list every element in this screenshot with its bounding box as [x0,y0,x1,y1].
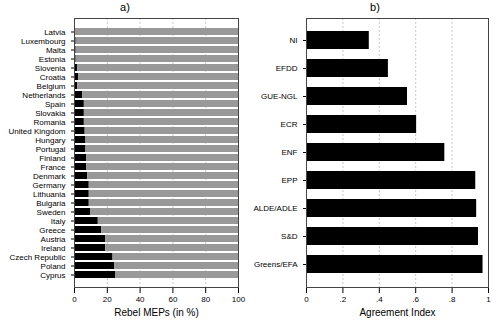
svg-text:Latvia: Latvia [44,28,66,37]
svg-text:Agreement Index: Agreement Index [359,307,435,318]
svg-text:Czech Republic: Czech Republic [9,253,65,262]
svg-text:France: France [41,163,66,172]
html-text:a): a) [120,1,130,13]
svg-text:Sweden: Sweden [37,208,66,217]
svg-text:Greece: Greece [39,226,66,235]
svg-text:Bulgaria: Bulgaria [36,199,66,208]
svg-text:Netherlands: Netherlands [22,91,65,100]
svg-text:.8: .8 [449,295,456,304]
svg-text:.2: .2 [340,295,347,304]
svg-text:0: 0 [304,295,309,304]
svg-text:ENF: ENF [282,148,298,157]
svg-text:Slovenia: Slovenia [35,64,66,73]
svg-text:Austria: Austria [41,235,66,244]
svg-text:Denmark: Denmark [33,172,66,181]
svg-text:.4: .4 [376,295,383,304]
svg-text:40: 40 [136,295,145,304]
svg-text:ECR: ECR [281,120,298,129]
svg-text:Finland: Finland [39,154,65,163]
svg-text:Estonia: Estonia [39,55,66,64]
svg-text:Cyprus: Cyprus [40,271,65,280]
svg-text:Greens/EFA: Greens/EFA [254,260,298,269]
svg-text:Poland: Poland [41,262,66,271]
svg-text:80: 80 [201,295,210,304]
svg-text:S&D: S&D [281,232,298,241]
svg-text:1: 1 [486,295,491,304]
svg-text:Italy: Italy [51,217,66,226]
svg-text:Portugal: Portugal [36,145,66,154]
svg-text:100: 100 [232,295,246,304]
svg-text:EPP: EPP [281,176,297,185]
svg-text:Romania: Romania [33,118,66,127]
svg-text:ALDE/ADLE: ALDE/ADLE [253,204,297,213]
svg-text:Luxembourg: Luxembourg [21,37,65,46]
svg-text:60: 60 [168,295,177,304]
svg-text:Belgium: Belgium [37,82,66,91]
svg-text:Hungary: Hungary [35,136,65,145]
svg-text:20: 20 [103,295,112,304]
svg-text:Spain: Spain [45,100,65,109]
svg-text:EFDD: EFDD [276,64,298,73]
svg-text:Germany: Germany [33,181,66,190]
svg-text:0: 0 [72,295,77,304]
html-text:b): b) [370,1,380,13]
svg-text:Rebel MEPs (in %): Rebel MEPs (in %) [114,307,198,318]
svg-text:.6: .6 [412,295,419,304]
svg-text:Ireland: Ireland [41,244,65,253]
svg-text:Croatia: Croatia [40,73,66,82]
svg-text:United Kingdom: United Kingdom [9,127,66,136]
svg-text:Lithuania: Lithuania [33,190,66,199]
svg-text:Slovakia: Slovakia [35,109,66,118]
svg-text:NI: NI [290,36,298,45]
svg-text:GUE-NGL: GUE-NGL [261,92,298,101]
svg-text:Malta: Malta [46,46,66,55]
